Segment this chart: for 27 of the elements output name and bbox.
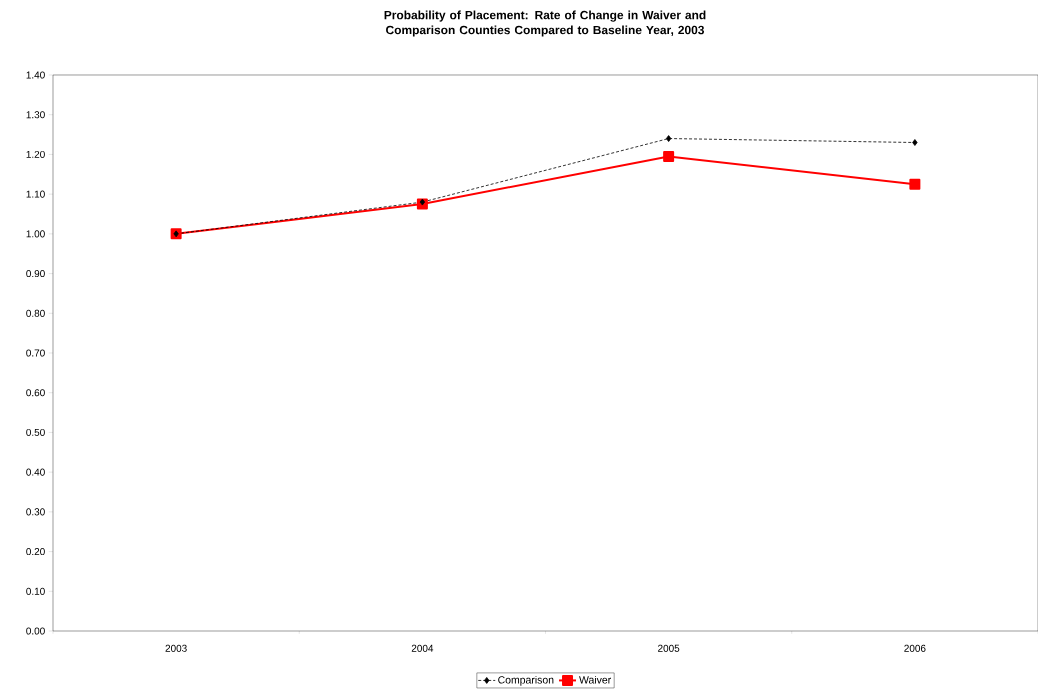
y-tick-label: 1.20 [26,150,45,158]
x-tick-label: 2005 [658,644,680,652]
point [663,150,675,162]
y-tick-label: 0.30 [26,508,45,516]
legend-label: Comparison [498,675,554,686]
x-tick-label: 2004 [411,644,434,652]
y-tick-label: 0.70 [26,349,45,357]
chart-title: Probability of Placement: Rate of Change in Waiver and Comparison Counties Compared to Baseline Year, 2003 [384,10,706,37]
y-tick-label: 1.00 [26,230,45,238]
y-tick-label: 0.10 [26,587,45,595]
y-tick-label: 0.90 [26,270,45,278]
y-tick-label: 1.30 [26,111,45,119]
y-tick-label: 1.40 [26,71,45,79]
y-tick-label: 0.60 [26,389,45,397]
point [909,178,921,190]
y-tick-label: 0.20 [26,548,45,556]
legend-label: Waiver [579,675,611,684]
point [912,139,918,146]
x-tick-label: 2006 [904,644,926,652]
point [419,198,426,206]
y-tick-label: 0.80 [26,309,45,317]
y-tick-label: 0.50 [26,428,45,436]
y-tick-label: 0.40 [26,468,45,476]
y-tick-label: 1.10 [26,190,45,198]
y-tick-label: 0.00 [26,627,45,635]
point [665,135,672,142]
x-tick-label: 2003 [165,644,187,652]
